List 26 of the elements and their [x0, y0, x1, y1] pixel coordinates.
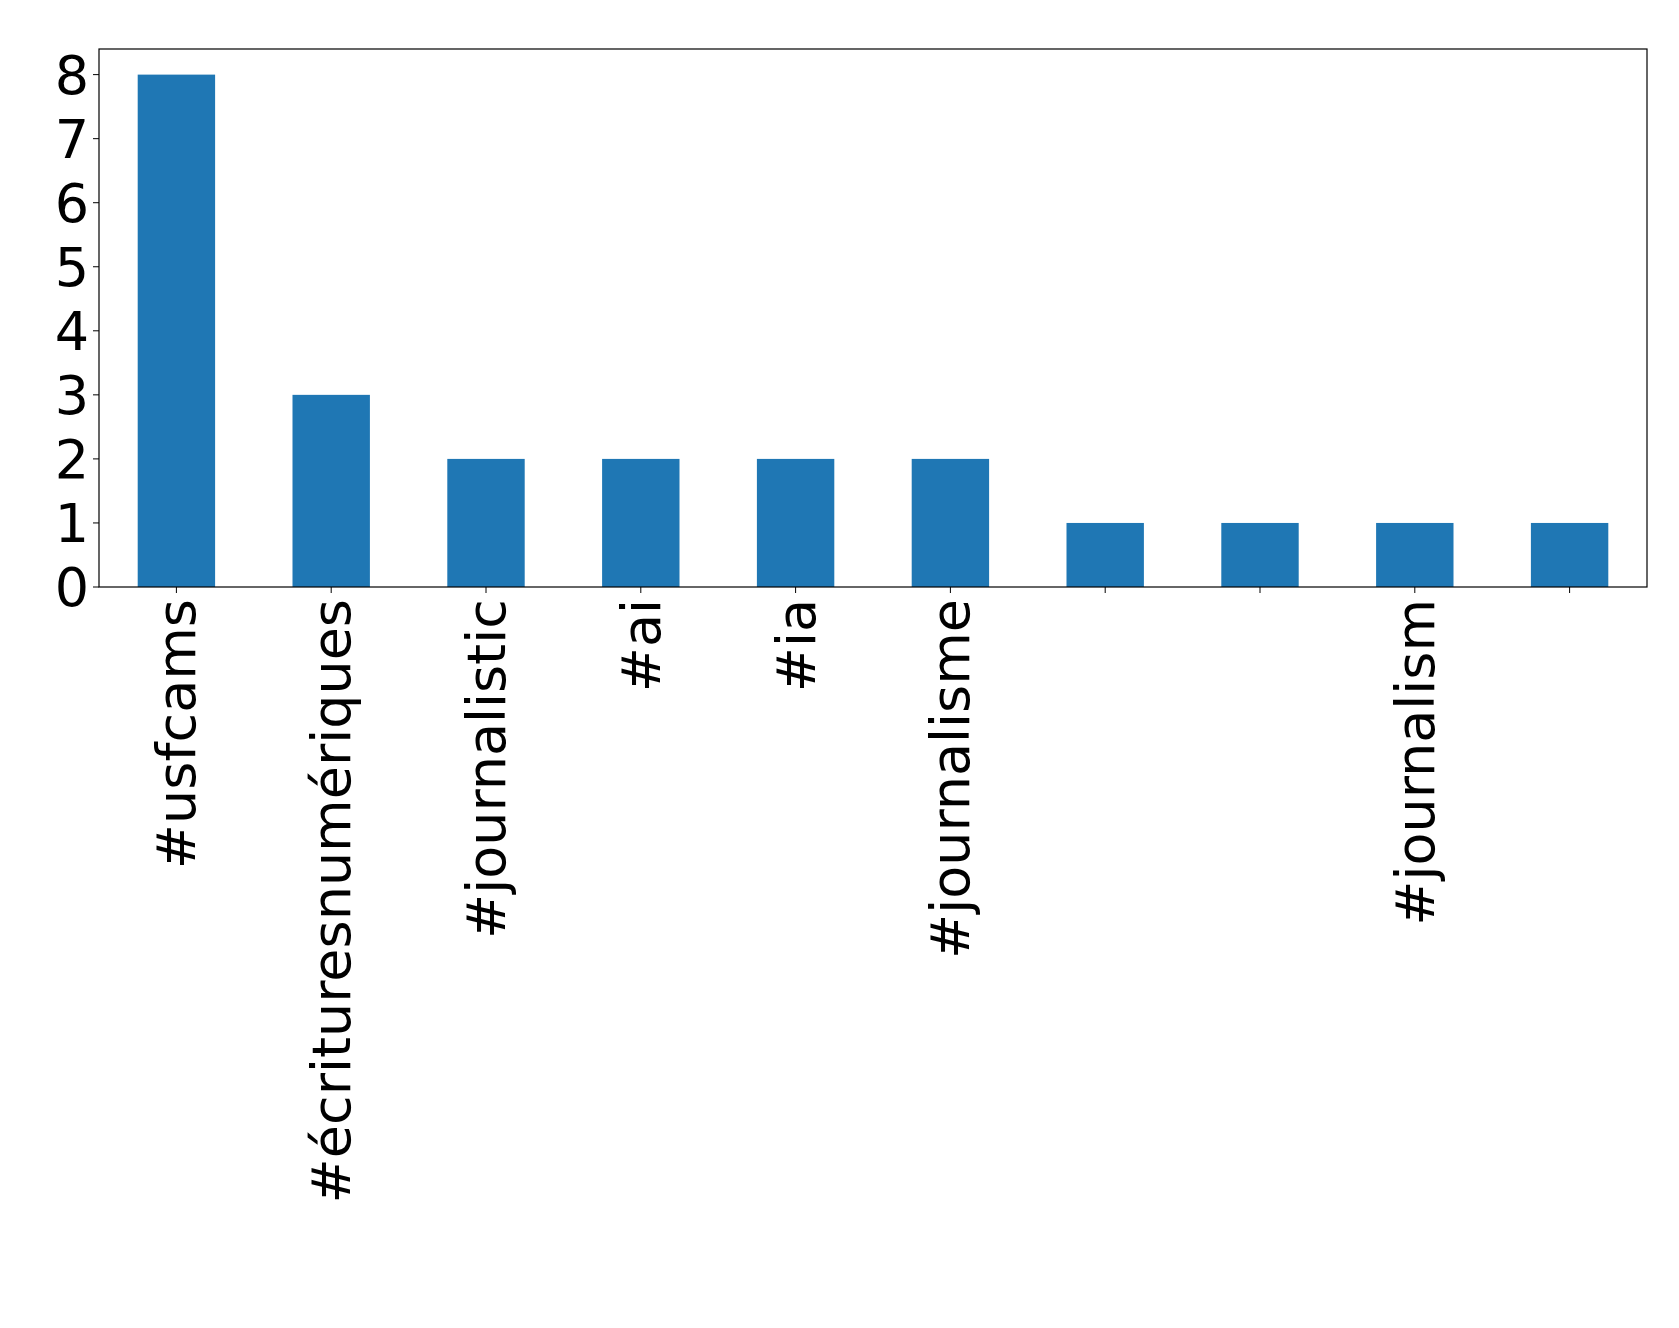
bar	[1530, 522, 1609, 587]
bar	[1066, 522, 1144, 587]
x-tick-label: #écrituresnumériques	[300, 599, 364, 1204]
bar	[756, 458, 835, 587]
x-tick-label: #journalistic	[454, 599, 518, 940]
bar	[1221, 522, 1299, 587]
y-tick-label: 3	[54, 363, 89, 427]
y-tick-label: 5	[54, 235, 89, 299]
x-tick-label: #journalism	[1383, 599, 1447, 926]
bar	[602, 458, 680, 587]
y-tick-label: 2	[54, 427, 89, 491]
bar	[447, 458, 525, 587]
bar	[137, 74, 216, 587]
y-tick-label: 6	[54, 171, 89, 235]
x-tick-label: #ia	[764, 599, 828, 693]
bar	[911, 458, 990, 587]
y-tick-label: 1	[54, 491, 89, 555]
bar	[1376, 522, 1454, 587]
y-tick-label: 7	[54, 107, 89, 171]
y-tick-label: 0	[54, 555, 89, 619]
x-tick-label: #ai	[609, 599, 673, 693]
y-tick-label: 8	[54, 43, 89, 107]
x-tick-label: #journalisme	[919, 599, 983, 960]
y-tick-label: 4	[54, 299, 89, 363]
bar	[292, 394, 370, 587]
x-tick-label: #usfcams	[145, 599, 209, 870]
